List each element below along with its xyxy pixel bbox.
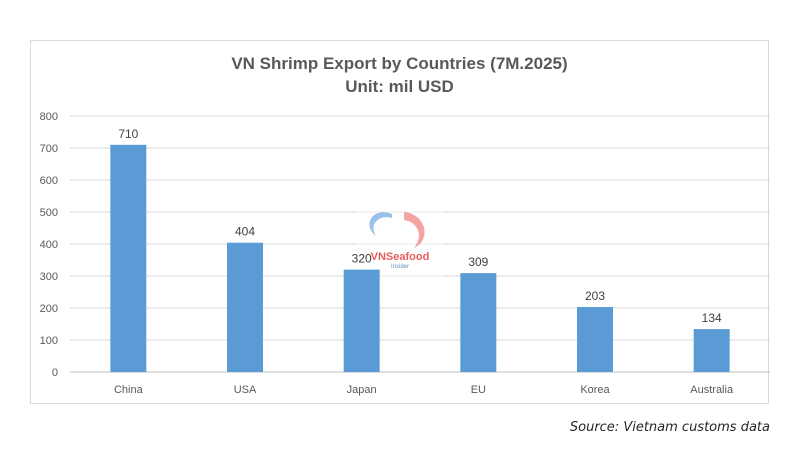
x-axis-ticks: China USA Japan EU Korea Australia	[114, 384, 734, 396]
y-tick-label: 300	[40, 271, 58, 283]
vnseafood-watermark: VNSeafood Insider	[356, 194, 444, 282]
bar-china	[110, 144, 147, 372]
data-label-australia: 134	[702, 311, 722, 325]
y-tick-label: 700	[40, 143, 58, 155]
bar-japan	[343, 269, 380, 372]
bar-korea	[577, 307, 613, 372]
data-label-usa: 404	[235, 225, 255, 239]
y-axis-ticks: 0 100 200 300 400 500 600 700 800	[40, 111, 58, 379]
data-label-china: 710	[118, 127, 138, 141]
x-tick-label: USA	[234, 384, 257, 396]
y-tick-label: 200	[40, 303, 58, 315]
x-tick-label: EU	[471, 384, 486, 396]
bar-usa	[227, 242, 263, 372]
y-tick-label: 100	[40, 335, 58, 347]
y-tick-label: 600	[40, 175, 58, 187]
data-labels: 710 404 320 309 203 134	[118, 127, 722, 325]
bar-eu	[460, 273, 497, 372]
data-label-eu: 309	[468, 255, 488, 269]
bar-australia	[693, 329, 730, 372]
x-tick-label: Japan	[347, 384, 377, 396]
chart-frame	[30, 40, 769, 404]
x-tick-label: Korea	[580, 384, 610, 396]
y-tick-label: 500	[40, 207, 58, 219]
data-label-korea: 203	[585, 289, 605, 303]
source-note: Source: Vietnam customs data	[569, 420, 770, 435]
data-label-japan: 320	[352, 252, 372, 266]
chart-title: VN Shrimp Export by Countries (7M.2025)	[231, 54, 568, 73]
y-tick-label: 0	[52, 367, 58, 379]
y-tick-label: 400	[40, 239, 58, 251]
chart-title-block: VN Shrimp Export by Countries (7M.2025) …	[30, 52, 769, 98]
watermark-sub: Insider	[391, 264, 409, 270]
chart-subtitle: Unit: mil USD	[345, 77, 454, 96]
bars	[110, 144, 730, 372]
y-tick-label: 800	[40, 111, 58, 123]
x-tick-label: Australia	[690, 384, 734, 396]
gridlines	[70, 115, 770, 373]
watermark-brand: VNSeafood	[371, 251, 430, 263]
x-tick-label: China	[114, 384, 144, 396]
